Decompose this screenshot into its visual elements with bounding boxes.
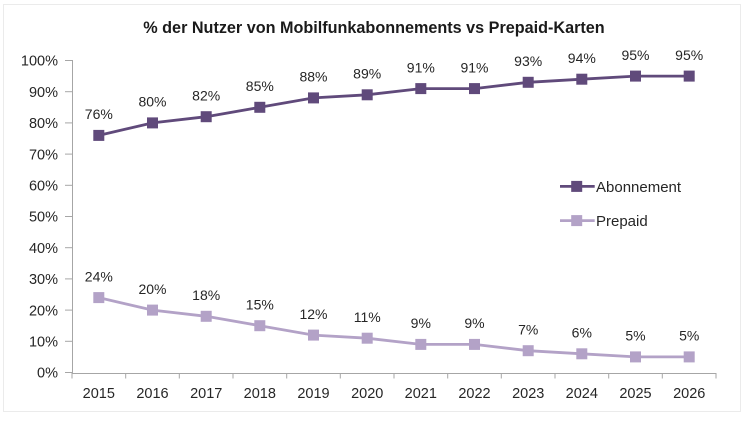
svg-text:50%: 50% bbox=[29, 210, 58, 226]
svg-text:20%: 20% bbox=[138, 281, 166, 297]
svg-text:2022: 2022 bbox=[458, 386, 490, 402]
svg-text:76%: 76% bbox=[85, 106, 113, 122]
svg-text:Abonnement: Abonnement bbox=[596, 179, 682, 196]
svg-text:10%: 10% bbox=[29, 335, 58, 351]
svg-text:80%: 80% bbox=[29, 116, 58, 132]
svg-text:0%: 0% bbox=[37, 366, 58, 382]
svg-text:70%: 70% bbox=[29, 147, 58, 163]
svg-text:91%: 91% bbox=[407, 59, 435, 75]
svg-text:82%: 82% bbox=[192, 87, 220, 103]
svg-text:2023: 2023 bbox=[512, 386, 544, 402]
svg-text:2020: 2020 bbox=[351, 386, 383, 402]
svg-text:2019: 2019 bbox=[297, 386, 329, 402]
svg-text:85%: 85% bbox=[246, 78, 274, 94]
svg-text:2026: 2026 bbox=[673, 386, 705, 402]
svg-text:24%: 24% bbox=[85, 268, 113, 284]
svg-text:18%: 18% bbox=[192, 287, 220, 303]
svg-text:12%: 12% bbox=[299, 306, 327, 322]
svg-text:9%: 9% bbox=[464, 315, 484, 331]
svg-text:2017: 2017 bbox=[190, 386, 222, 402]
svg-text:Prepaid: Prepaid bbox=[596, 213, 648, 230]
svg-text:90%: 90% bbox=[29, 85, 58, 101]
svg-text:7%: 7% bbox=[518, 321, 538, 337]
svg-text:95%: 95% bbox=[621, 47, 649, 63]
svg-text:6%: 6% bbox=[572, 325, 592, 341]
svg-text:2025: 2025 bbox=[619, 386, 651, 402]
svg-text:2021: 2021 bbox=[405, 386, 437, 402]
svg-text:2016: 2016 bbox=[136, 386, 168, 402]
svg-text:94%: 94% bbox=[568, 50, 596, 66]
svg-text:89%: 89% bbox=[353, 66, 381, 82]
svg-text:30%: 30% bbox=[29, 272, 58, 288]
svg-text:2018: 2018 bbox=[244, 386, 276, 402]
svg-text:% der Nutzer von Mobilfunkabon: % der Nutzer von Mobilfunkabonnements vs… bbox=[143, 19, 604, 37]
svg-text:9%: 9% bbox=[411, 315, 431, 331]
svg-text:20%: 20% bbox=[29, 303, 58, 319]
svg-text:11%: 11% bbox=[354, 309, 381, 325]
svg-text:91%: 91% bbox=[460, 59, 488, 75]
svg-text:2015: 2015 bbox=[83, 386, 115, 402]
svg-text:88%: 88% bbox=[299, 69, 327, 85]
svg-text:2024: 2024 bbox=[566, 386, 598, 402]
svg-text:60%: 60% bbox=[29, 179, 58, 195]
svg-text:40%: 40% bbox=[29, 241, 58, 257]
svg-text:5%: 5% bbox=[625, 328, 645, 344]
svg-text:95%: 95% bbox=[675, 47, 703, 63]
svg-text:80%: 80% bbox=[138, 94, 166, 110]
svg-text:100%: 100% bbox=[21, 54, 58, 70]
svg-text:5%: 5% bbox=[679, 328, 699, 344]
svg-text:93%: 93% bbox=[514, 53, 542, 69]
svg-text:15%: 15% bbox=[246, 296, 274, 312]
